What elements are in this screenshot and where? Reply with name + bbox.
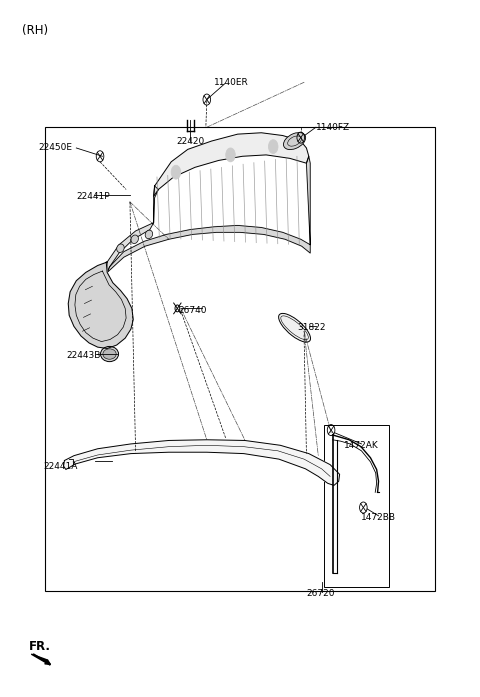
Ellipse shape bbox=[131, 235, 138, 243]
Ellipse shape bbox=[145, 230, 153, 238]
Text: 22443B: 22443B bbox=[67, 351, 101, 360]
Ellipse shape bbox=[117, 244, 124, 252]
Text: 1472AK: 1472AK bbox=[344, 441, 379, 450]
Bar bbox=[324, 424, 388, 587]
Text: 1140FZ: 1140FZ bbox=[316, 123, 350, 132]
Circle shape bbox=[171, 165, 180, 179]
Text: 26740: 26740 bbox=[179, 306, 207, 315]
Text: 31822: 31822 bbox=[297, 323, 325, 332]
Circle shape bbox=[268, 139, 278, 153]
Polygon shape bbox=[31, 654, 50, 665]
Ellipse shape bbox=[103, 348, 116, 359]
Circle shape bbox=[226, 148, 235, 162]
Polygon shape bbox=[154, 132, 309, 197]
Polygon shape bbox=[107, 186, 158, 273]
Ellipse shape bbox=[284, 132, 306, 150]
Bar bbox=[46, 128, 434, 590]
Polygon shape bbox=[107, 156, 310, 273]
Text: 1140ER: 1140ER bbox=[214, 78, 249, 87]
Text: 22420: 22420 bbox=[176, 137, 204, 146]
Polygon shape bbox=[68, 262, 133, 348]
Ellipse shape bbox=[100, 346, 119, 362]
Ellipse shape bbox=[278, 314, 311, 342]
Polygon shape bbox=[63, 440, 340, 485]
Text: 22441P: 22441P bbox=[76, 192, 110, 201]
Text: 22441A: 22441A bbox=[43, 461, 77, 470]
Text: 22450E: 22450E bbox=[38, 144, 72, 153]
Text: (RH): (RH) bbox=[22, 24, 48, 36]
Text: 26720: 26720 bbox=[306, 590, 335, 599]
Text: 1472BB: 1472BB bbox=[361, 514, 396, 523]
Text: FR.: FR. bbox=[29, 640, 51, 652]
